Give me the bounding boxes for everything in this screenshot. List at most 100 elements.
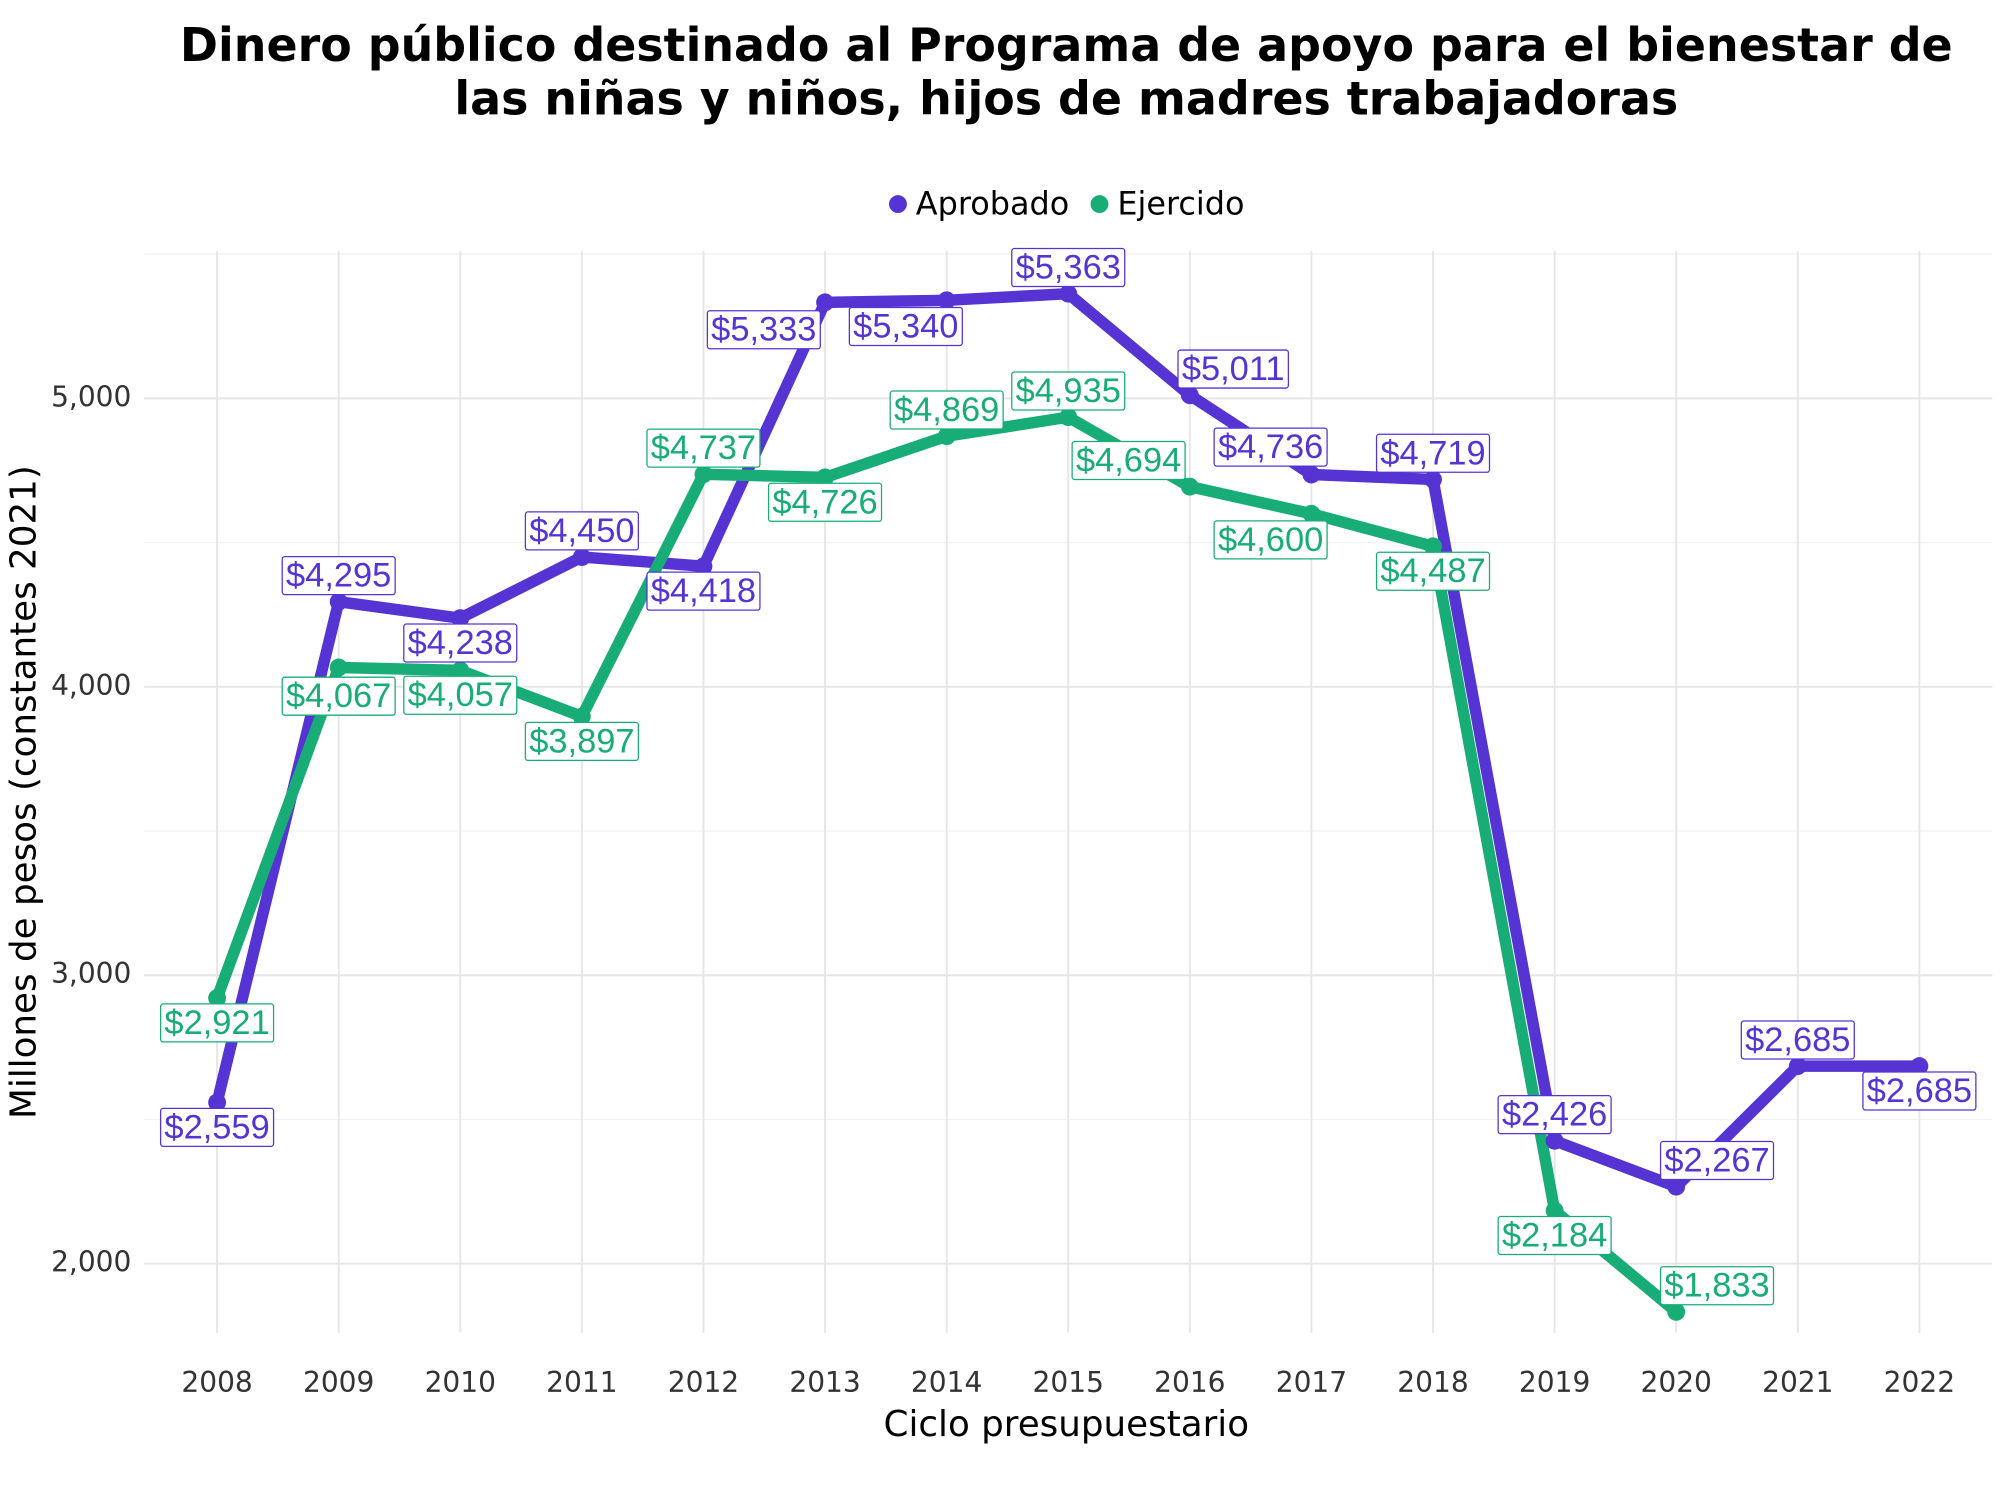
value-label: $2,685: [1862, 1071, 1977, 1111]
data-point: [937, 427, 956, 446]
x-tick-label: 2017: [1276, 1366, 1347, 1399]
chart-title: Dinero público destinado al Programa de …: [180, 18, 1953, 72]
x-tick-label: 2009: [303, 1366, 374, 1399]
value-label-text: $1,833: [1664, 1267, 1769, 1305]
value-label-box: [1213, 427, 1328, 467]
value-label-box: [159, 1003, 275, 1043]
value-label: $4,935: [1011, 371, 1126, 411]
value-label-text: $2,184: [1502, 1216, 1607, 1254]
data-point: [1059, 408, 1078, 427]
value-label-text: $4,487: [1380, 552, 1485, 590]
value-label-box: [1862, 1071, 1977, 1111]
data-point: [329, 658, 348, 677]
value-label-box: [524, 721, 639, 762]
value-label-box: [646, 428, 761, 468]
value-label-box: [1213, 520, 1328, 560]
value-label: $4,869: [889, 390, 1004, 430]
data-point: [572, 707, 591, 726]
data-point: [1302, 465, 1321, 484]
value-label-text: $3,897: [529, 722, 634, 760]
legend-marker: [1090, 195, 1109, 214]
value-label-box: [1011, 371, 1126, 411]
value-label-text: $4,067: [286, 677, 391, 715]
value-label-text: $2,426: [1502, 1096, 1607, 1134]
value-label-box: [281, 676, 396, 716]
value-labels: $2,559 $4,295 $4,238 $4,450 $4,418 $5,333 $5,3…: [159, 247, 1977, 1306]
value-label-text: $5,363: [1016, 249, 1121, 287]
data-point: [1180, 477, 1199, 496]
value-label: $2,267: [1659, 1140, 1775, 1181]
value-label-box: [1740, 1020, 1855, 1060]
value-label: $4,450: [524, 511, 639, 551]
value-label-box: [1497, 1215, 1612, 1256]
value-label-text: $2,267: [1664, 1142, 1769, 1180]
data-point: [1545, 1201, 1564, 1220]
legend-label: Aprobado: [916, 184, 1069, 222]
data-point: [1059, 284, 1078, 303]
x-tick-label: 2018: [1397, 1366, 1468, 1399]
data-point: [694, 465, 713, 484]
value-label: $5,333: [706, 310, 821, 350]
value-label-box: [1011, 247, 1126, 288]
value-label: $4,694: [1071, 440, 1186, 481]
value-label-text: $4,737: [651, 429, 756, 467]
y-axis-label: Millones de pesos (constantes 2021): [4, 465, 45, 1119]
value-label: $4,418: [646, 571, 761, 611]
x-tick-label: 2010: [425, 1366, 496, 1399]
grid: 2,000 3,000 4,000 5,000 2008 2009 2010 2011 2012…: [51, 251, 1993, 1399]
x-tick-label: 2019: [1519, 1366, 1590, 1399]
data-point: [1424, 537, 1442, 556]
x-tick-label: 2021: [1762, 1366, 1833, 1399]
value-label-box: [524, 511, 639, 551]
value-label: $4,067: [281, 676, 396, 716]
value-label-text: $4,694: [1076, 441, 1181, 479]
value-label: $4,057: [403, 675, 518, 715]
value-label-text: $4,736: [1218, 428, 1323, 466]
value-label-box: [848, 306, 963, 347]
value-label: $2,921: [159, 1003, 275, 1043]
value-label: $5,340: [848, 306, 963, 347]
plot: [208, 284, 1929, 1321]
data-point: [1302, 504, 1321, 523]
data-point: [208, 989, 227, 1007]
value-label-box: [1497, 1095, 1612, 1135]
legend-marker: [889, 195, 907, 214]
value-label-box: [1177, 349, 1290, 389]
value-label: $4,600: [1213, 520, 1328, 560]
value-label-text: $4,726: [772, 483, 877, 521]
value-label-box: [889, 390, 1004, 430]
value-label: $5,011: [1177, 349, 1290, 389]
value-label: $2,559: [159, 1107, 275, 1147]
value-label-text: $4,450: [529, 512, 634, 550]
value-label: $4,737: [646, 428, 761, 468]
value-label: $4,295: [281, 555, 396, 596]
value-label-text: $5,340: [853, 307, 958, 345]
value-label: $2,184: [1497, 1215, 1612, 1256]
value-label-box: [403, 623, 518, 663]
x-tick-label: 2022: [1884, 1366, 1955, 1399]
x-tick-label: 2008: [181, 1366, 252, 1399]
x-tick-label: 2016: [1154, 1366, 1225, 1399]
data-point: [329, 592, 348, 611]
data-point: [1910, 1057, 1929, 1076]
value-label-text: $4,057: [408, 676, 513, 714]
data-point: [694, 557, 713, 576]
value-label-box: [403, 675, 518, 715]
value-label: $4,238: [403, 623, 518, 663]
x-axis-label: Ciclo presupuestario: [884, 1404, 1250, 1445]
data-point: [451, 661, 470, 680]
value-label-box: [1659, 1140, 1775, 1181]
value-label: $3,897: [524, 721, 639, 762]
data-point: [1667, 1177, 1686, 1196]
value-label: $4,719: [1375, 433, 1491, 473]
value-label: $2,426: [1497, 1095, 1612, 1135]
value-label-text: $4,238: [408, 624, 513, 662]
value-label: $4,736: [1213, 427, 1328, 467]
legend-label: Ejercido: [1117, 184, 1244, 222]
value-label-box: [1375, 551, 1491, 591]
x-tick-label: 2020: [1641, 1366, 1712, 1399]
y-tick-label: 3,000: [51, 957, 131, 990]
data-point: [572, 548, 591, 566]
data-point: [1424, 470, 1442, 489]
